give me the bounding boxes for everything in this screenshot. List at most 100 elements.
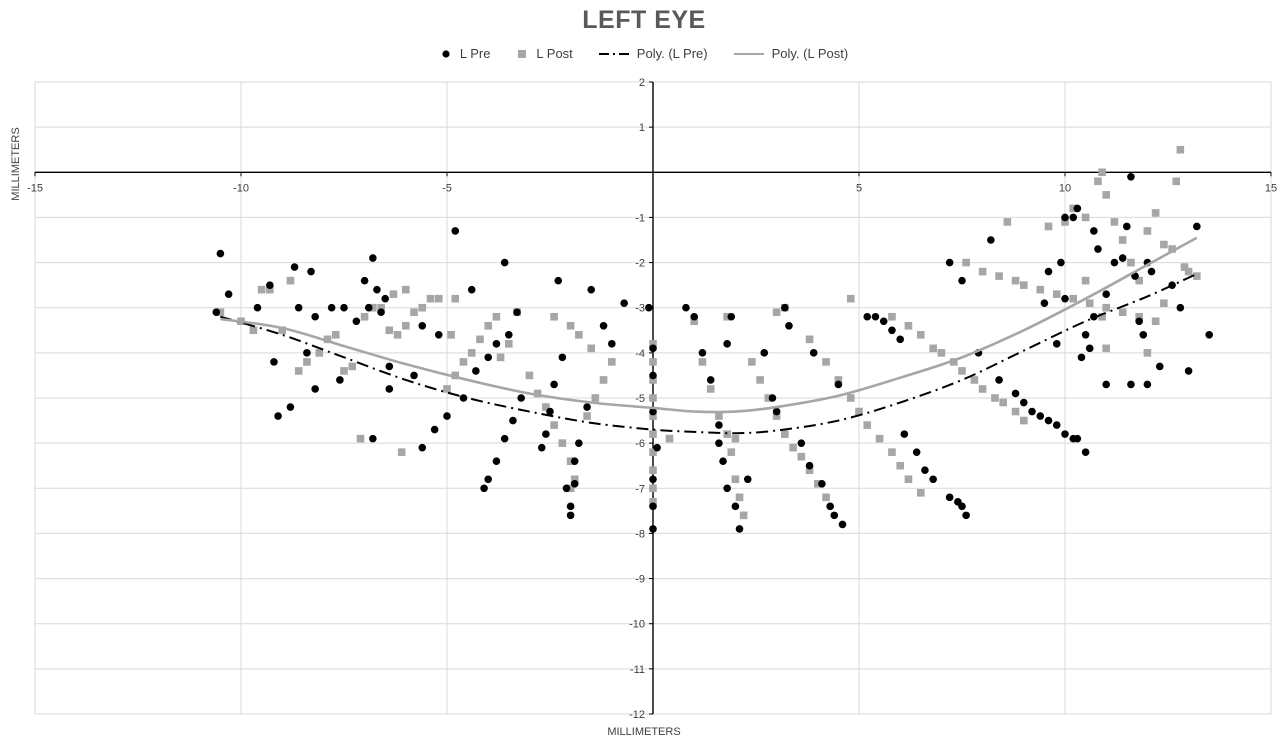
data-point-l-pre (500, 434, 509, 443)
data-point-l-pre (587, 285, 595, 294)
data-point-l-pre (1073, 434, 1082, 443)
data-point-l-post (451, 294, 460, 303)
data-point-l-pre (472, 367, 480, 375)
data-point-l-post (904, 475, 913, 484)
data-point-l-post (496, 353, 505, 362)
data-point-l-post (525, 371, 534, 380)
y-tick-label: -3 (635, 303, 645, 315)
data-point-l-post (875, 434, 884, 443)
data-point-l-post (727, 448, 736, 456)
data-point-l-post (723, 312, 731, 321)
data-point-l-pre (958, 276, 966, 285)
data-point-l-pre (1135, 317, 1143, 326)
data-point-l-post (649, 430, 657, 438)
data-point-l-pre (962, 511, 970, 520)
data-point-l-post (649, 484, 657, 493)
data-point-l-post (917, 489, 925, 497)
data-point-l-post (566, 457, 575, 465)
data-point-l-pre (253, 303, 262, 312)
data-point-l-pre (418, 321, 427, 330)
data-point-l-post (995, 272, 1003, 280)
data-point-l-pre (311, 385, 319, 393)
data-point-l-pre (649, 344, 657, 353)
data-point-l-pre (224, 290, 233, 298)
trendline-poly-l-post (220, 236, 1198, 414)
data-point-l-pre (570, 457, 579, 466)
data-point-l-post (1020, 281, 1028, 289)
data-point-l-post (369, 303, 377, 312)
data-point-l-pre (1077, 353, 1086, 362)
legend-label-poly-l-post: Poly. (L Post) (771, 46, 849, 61)
data-point-l-pre (599, 321, 608, 330)
data-point-l-pre (566, 502, 575, 511)
data-point-l-pre (900, 430, 909, 438)
data-point-l-post (599, 376, 608, 384)
data-point-l-post (1143, 227, 1152, 235)
data-point-l-post (1184, 267, 1193, 276)
data-point-l-post (1118, 308, 1127, 317)
legend: L Pre L Post Poly. (L Pre) Poly. (L Post… (0, 46, 1288, 61)
data-point-l-pre (698, 349, 707, 357)
data-point-l-pre (336, 376, 344, 384)
data-point-l-post (970, 376, 979, 384)
data-point-l-post (249, 326, 258, 335)
data-point-l-post (1193, 272, 1201, 280)
data-point-l-post (649, 394, 657, 402)
data-point-l-pre (1147, 267, 1156, 276)
y-tick-label: -10 (629, 619, 645, 631)
data-point-l-post (1052, 290, 1061, 298)
data-point-l-pre (270, 358, 278, 366)
data-point-l-post (1160, 299, 1168, 307)
data-point-l-pre (797, 439, 806, 447)
data-point-l-pre (608, 340, 616, 348)
data-point-l-post (649, 376, 657, 384)
data-point-l-post (360, 312, 369, 321)
data-point-l-post (1081, 276, 1090, 285)
data-point-l-pre (1094, 245, 1102, 253)
data-point-l-post (917, 331, 925, 339)
data-point-l-pre (216, 249, 225, 258)
data-point-l-pre (583, 403, 591, 411)
data-point-l-post (542, 403, 550, 411)
data-point-l-post (789, 443, 797, 452)
data-point-l-pre (1102, 290, 1110, 298)
y-tick-label: -9 (635, 574, 645, 586)
data-point-l-post (566, 484, 575, 493)
data-point-l-post (855, 407, 863, 416)
data-point-l-post (772, 412, 781, 420)
data-point-l-pre (1102, 380, 1110, 389)
data-point-l-pre (377, 308, 385, 317)
data-point-l-pre (760, 349, 769, 357)
data-point-l-pre (570, 479, 579, 488)
data-point-l-post (999, 398, 1007, 407)
data-point-l-pre (1069, 213, 1078, 222)
data-point-l-pre (834, 380, 843, 389)
data-point-l-pre (785, 321, 793, 330)
data-point-l-post (748, 358, 756, 366)
data-point-l-pre (352, 317, 361, 326)
trendline-poly-l-pre (220, 272, 1198, 435)
x-tick-label: -10 (233, 182, 249, 194)
y-tick-label: 2 (639, 77, 645, 89)
data-point-l-post (377, 303, 385, 312)
data-point-l-post (962, 258, 970, 267)
data-point-l-post (323, 335, 332, 344)
data-point-l-post (1061, 218, 1069, 226)
data-point-l-post (649, 466, 657, 475)
data-point-l-post (286, 276, 295, 285)
data-point-l-pre (509, 416, 517, 425)
data-point-l-pre (743, 475, 752, 484)
data-point-l-post (1011, 276, 1020, 285)
data-point-l-pre (1110, 258, 1119, 267)
data-point-l-post (1102, 191, 1110, 199)
data-point-l-post (340, 367, 348, 375)
data-point-l-pre (505, 331, 513, 339)
data-point-l-post (1110, 218, 1119, 226)
data-point-l-pre (290, 263, 299, 271)
data-point-l-pre (863, 312, 872, 321)
data-point-l-post (888, 448, 896, 456)
data-point-l-pre (1036, 412, 1045, 420)
legend-item-l-post: L Post (516, 46, 573, 61)
data-point-l-post (1160, 240, 1168, 249)
data-point-l-pre (294, 303, 303, 312)
